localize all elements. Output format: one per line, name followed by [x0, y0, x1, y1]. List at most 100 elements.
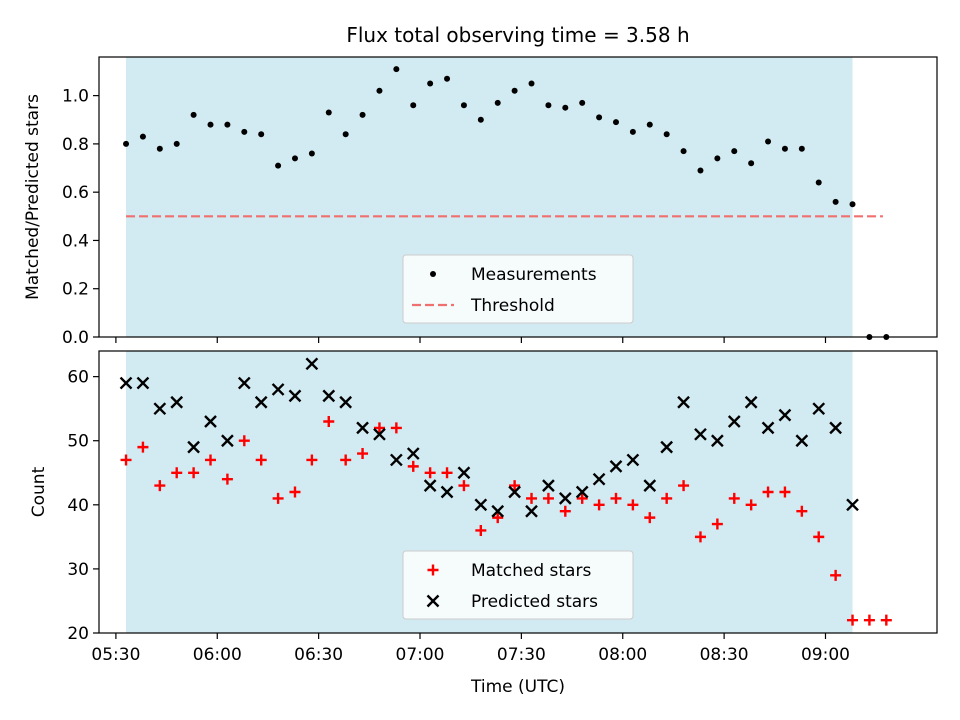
measurement-point [697, 167, 704, 174]
bottom-y-tick-label: 40 [67, 496, 89, 516]
bottom-legend-box [402, 550, 634, 620]
measurement-point [781, 145, 788, 152]
bottom-y-axis-label: Count [29, 466, 49, 517]
predicted-stars-points [119, 357, 859, 518]
predicted-star-point [575, 485, 589, 499]
measurement-point [308, 150, 315, 157]
matched-star-point [728, 492, 740, 504]
predicted-star-point [643, 479, 657, 492]
matched-star-point [678, 480, 690, 492]
bottom-y-tick-label: 50 [67, 432, 89, 452]
matched-star-point [289, 486, 301, 498]
matched-star-point [711, 518, 723, 530]
top-y-tick-label: 0.2 [62, 280, 89, 300]
matched-star-point [171, 467, 183, 479]
matched-star-point [694, 531, 706, 543]
top-y-tick-label: 1.0 [62, 87, 89, 107]
measurement-point [325, 109, 332, 116]
bottom-y-tick-label: 20 [67, 624, 89, 644]
matched-star-point [272, 492, 284, 504]
matched-star-point [492, 512, 504, 524]
predicted-star-point [812, 402, 826, 416]
predicted-star-point [474, 498, 488, 512]
predicted-star-point [390, 453, 403, 467]
measurement-point [342, 131, 349, 138]
measurement-point [410, 102, 417, 109]
top-panel: 0.0 0.2 0.4 0.6 0.8 1.0 Matched/Predicted sta… [23, 56, 938, 348]
matched-star-point [745, 499, 757, 511]
measurement-point [511, 87, 518, 94]
measurement-point [612, 119, 619, 126]
x-tick-label: 07:30 [497, 645, 546, 665]
measurement-point [832, 198, 839, 205]
x-axis-label: Time (UTC) [470, 677, 565, 697]
measurement-point [596, 114, 603, 121]
matched-star-point [390, 422, 402, 434]
predicted-star-point [406, 447, 420, 460]
predicted-star-point [271, 383, 285, 396]
matched-star-point [593, 499, 605, 511]
matched-star-point [188, 467, 200, 479]
measurement-point [444, 75, 451, 82]
predicted-star-point [423, 479, 437, 492]
bottom-x-ticks: 05:30 06:00 06:30 07:00 07:30 08:00 08:30 09:00 [91, 633, 850, 665]
predicted-star-point [204, 415, 217, 428]
predicted-star-point [170, 395, 184, 409]
predicted-star-point [187, 440, 200, 454]
predicted-star-point [694, 427, 707, 441]
measurement-point [545, 102, 552, 109]
x-tick-label: 08:00 [598, 645, 647, 665]
x-tick-label: 07:00 [396, 645, 445, 665]
top-legend: Measurements Threshold [402, 254, 634, 324]
matched-star-point [644, 512, 656, 524]
measurement-point [275, 162, 282, 169]
measurement-points [123, 66, 890, 340]
matched-star-point [205, 454, 217, 466]
x-tick-label: 09:00 [801, 645, 850, 665]
bottom-axes-frame [98, 350, 938, 634]
top-y-tick-label: 0.4 [62, 231, 89, 251]
bottom-y-tick-label: 60 [67, 368, 89, 388]
matched-star-point [137, 441, 149, 453]
predicted-star-point [373, 427, 386, 441]
bottom-legend-label: Matched stars [471, 561, 591, 581]
matched-star-point [847, 614, 859, 626]
matched-star-point [863, 614, 875, 626]
matched-star-point [779, 486, 791, 498]
bottom-legend-marker [426, 594, 440, 608]
x-tick-label: 06:30 [294, 645, 343, 665]
matched-star-point [796, 505, 808, 517]
matched-star-point [238, 435, 250, 447]
bottom-y-tick-label: 30 [67, 560, 89, 580]
matched-star-point [340, 454, 352, 466]
measurement-point [173, 140, 180, 147]
x-tick-label: 06:00 [193, 645, 242, 665]
predicted-star-point [846, 498, 859, 512]
top-legend-label: Measurements [471, 265, 597, 285]
predicted-star-point [136, 376, 150, 390]
predicted-star-point [795, 434, 809, 448]
matched-star-point [542, 492, 554, 504]
measurement-point [359, 111, 366, 118]
predicted-star-point [254, 395, 268, 409]
measurement-point [748, 160, 755, 167]
matched-star-point [610, 492, 622, 504]
predicted-star-point [525, 504, 538, 518]
predicted-star-point [288, 389, 302, 403]
matched-star-point [509, 480, 521, 492]
matched-star-point [576, 492, 588, 504]
measurement-point [224, 121, 231, 128]
measurement-point [562, 104, 569, 111]
predicted-star-point [829, 421, 842, 435]
predicted-star-point [761, 421, 775, 435]
predicted-star-point [609, 460, 623, 473]
measurement-point [156, 145, 163, 152]
predicted-star-point [542, 479, 555, 492]
matched-star-point [475, 524, 487, 536]
predicted-star-point [339, 395, 353, 409]
bottom-legend-label: Predicted stars [471, 592, 598, 612]
measurement-point [393, 66, 400, 73]
predicted-star-point [744, 395, 758, 409]
matched-star-point [441, 467, 453, 479]
